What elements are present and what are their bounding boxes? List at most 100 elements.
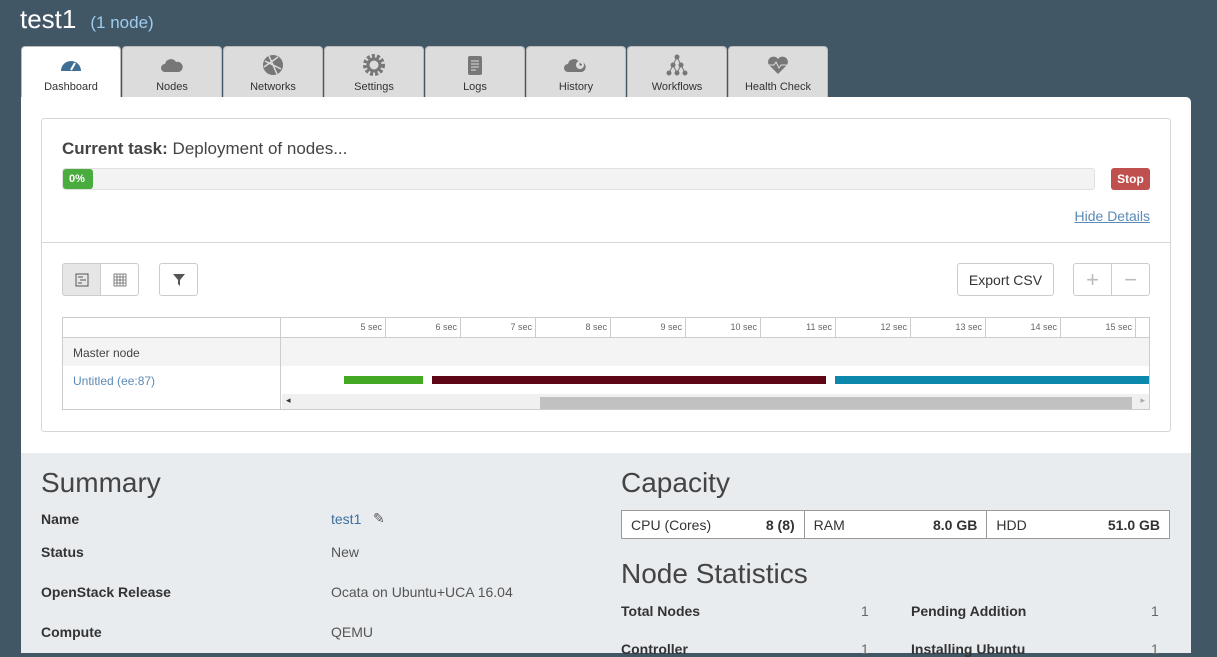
tab-health-check[interactable]: Health Check: [728, 46, 828, 97]
grid-icon: [113, 273, 126, 286]
timeline-view-button[interactable]: [62, 263, 101, 296]
tab-settings[interactable]: Settings: [324, 46, 424, 97]
tick-label: 14 sec: [986, 318, 1061, 338]
timeline-header: 5 sec 6 sec 7 sec 8 sec 9 sec 10 sec 11 sec 12 …: [63, 318, 1149, 338]
export-csv-button[interactable]: Export CSV: [957, 263, 1054, 296]
capacity-label: RAM: [813, 516, 845, 533]
capacity-value: 51.0 GB: [1107, 516, 1161, 533]
deployment-box: Current task: Deployment of nodes... 0% …: [41, 118, 1171, 432]
tab-label: Settings: [354, 81, 394, 93]
zoom-out-button[interactable]: −: [1111, 263, 1150, 296]
cluster-name: test1: [20, 4, 77, 34]
filter-icon: [172, 273, 185, 286]
tab-logs[interactable]: Logs: [425, 46, 525, 97]
stat-value: 1: [1151, 641, 1159, 657]
task-bar[interactable]: [431, 376, 827, 384]
zoom-in-button[interactable]: +: [1073, 263, 1112, 296]
capacity-item: RAM 8.0 GB: [805, 511, 988, 538]
summary-value: Ocata on Ubuntu+UCA 16.04: [331, 584, 513, 600]
table-view-button[interactable]: [100, 263, 139, 296]
timeline-row-master: Master node: [63, 338, 1149, 366]
stat-label: Total Nodes: [621, 603, 701, 619]
tab-label: Logs: [463, 81, 487, 93]
cluster-title: test1 (1 node): [20, 4, 154, 35]
summary-value: QEMU: [331, 624, 373, 640]
summary-key: Name: [41, 511, 80, 527]
scroll-thumb[interactable]: [540, 397, 1132, 409]
tab-nodes[interactable]: Nodes: [122, 46, 222, 97]
tab-networks[interactable]: Networks: [223, 46, 323, 97]
edit-pencil-icon[interactable]: ✎: [373, 510, 385, 526]
stat-label: Pending Addition: [911, 603, 1027, 619]
stat-value: 1: [1151, 603, 1159, 619]
tick-label: 16 sec: [1136, 318, 1149, 338]
divider: [42, 242, 1170, 243]
label-column: [63, 318, 281, 409]
node-count: (1 node): [90, 13, 154, 32]
task-name: Deployment of nodes...: [172, 139, 348, 158]
gear-icon: [363, 54, 385, 76]
filter-button[interactable]: [159, 263, 198, 296]
summary-key: Status: [41, 544, 84, 560]
tick-label: 15 sec: [1061, 318, 1136, 338]
summary-title: Summary: [41, 467, 161, 498]
tab-label: Dashboard: [44, 81, 98, 93]
capacity-title: Capacity: [621, 467, 730, 498]
timeline-icon: [75, 273, 88, 286]
timeline-row-node[interactable]: Untitled (ee:87): [73, 374, 156, 388]
progress-bar: 0%: [62, 168, 1095, 190]
cloud-icon: [161, 59, 183, 72]
stat-value: 1: [861, 641, 869, 657]
stat-value: 1: [861, 603, 869, 619]
capacity-label: HDD: [996, 516, 1027, 533]
summary-key: OpenStack Release: [41, 584, 171, 600]
clipboard-icon: [468, 56, 482, 75]
task-label: Current task:: [62, 139, 168, 158]
scroll-right-arrow[interactable]: ▸: [1140, 395, 1145, 405]
tick-label: 12 sec: [836, 318, 911, 338]
tick-label: 8 sec: [536, 318, 611, 338]
history-icon: [564, 59, 586, 72]
workflow-icon: [666, 54, 688, 76]
tab-label: Workflows: [651, 81, 703, 93]
tick-label: 11 sec: [761, 318, 836, 338]
capacity-item: CPU (Cores) 8 (8): [622, 511, 805, 538]
stat-label: Installing Ubuntu: [911, 641, 1026, 657]
tick-label: 13 sec: [911, 318, 986, 338]
capacity-table: CPU (Cores) 8 (8) RAM 8.0 GB HDD 51.0 GB: [621, 510, 1170, 539]
tick-label: 7 sec: [461, 318, 536, 338]
stat-label: Controller: [621, 641, 688, 657]
node-statistics-title: Node Statistics: [621, 558, 808, 589]
progress-fill: 0%: [63, 169, 93, 189]
scroll-left-arrow[interactable]: ◂: [286, 395, 291, 405]
capacity-value: 8 (8): [765, 516, 795, 533]
capacity-label: CPU (Cores): [631, 516, 712, 533]
current-task: Current task: Deployment of nodes...: [62, 139, 347, 159]
capacity-value: 8.0 GB: [932, 516, 978, 533]
tab-history[interactable]: History: [526, 46, 626, 97]
tab-workflows[interactable]: Workflows: [627, 46, 727, 97]
network-icon: [263, 55, 283, 75]
summary-key: Compute: [41, 624, 102, 640]
dashboard-icon: [61, 61, 81, 71]
tick-label: 10 sec: [686, 318, 761, 338]
hide-details-link[interactable]: Hide Details: [1074, 208, 1150, 224]
tab-label: History: [558, 81, 594, 93]
capacity-item: HDD 51.0 GB: [987, 511, 1169, 538]
tab-dashboard[interactable]: Dashboard: [21, 46, 121, 98]
task-bar[interactable]: [344, 376, 423, 384]
task-bar[interactable]: [835, 376, 1149, 384]
tab-label: Nodes: [156, 81, 188, 93]
timeline-chart: 5 sec 6 sec 7 sec 8 sec 9 sec 10 sec 11 sec 12 …: [62, 317, 1150, 410]
tab-label: Health Check: [744, 81, 812, 93]
summary-value[interactable]: test1: [331, 511, 362, 527]
heart-icon: [768, 56, 788, 74]
tab-label: Networks: [250, 81, 296, 93]
horizontal-scrollbar[interactable]: ◂ ▸: [282, 394, 1149, 409]
tick-label: 5 sec: [311, 318, 386, 338]
dashboard-panel: Current task: Deployment of nodes... 0% …: [21, 97, 1191, 453]
tick-label: 6 sec: [386, 318, 461, 338]
tick-label: 9 sec: [611, 318, 686, 338]
stop-button[interactable]: Stop: [1111, 168, 1150, 190]
cluster-info: Summary Name test1 Status New OpenStack Rele…: [21, 453, 1191, 657]
